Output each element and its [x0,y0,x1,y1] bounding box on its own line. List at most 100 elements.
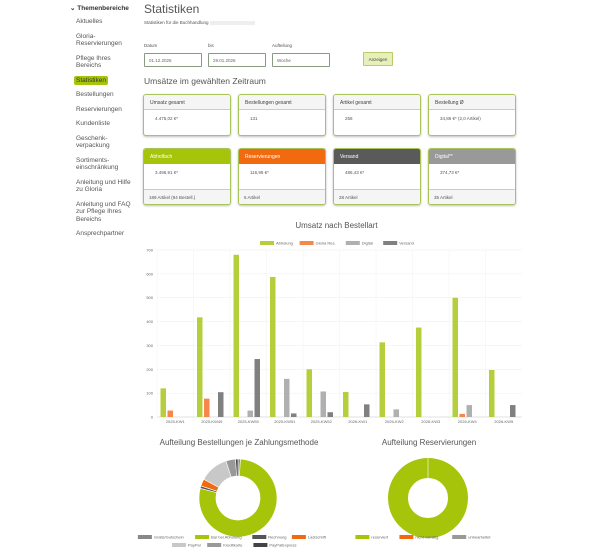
x-tick-label: 2025-KW1 [166,419,186,424]
sidebar-item[interactable]: Reservierungen [76,105,122,113]
card-title: Umsatz gesamt [144,95,230,110]
y-tick-label: 500 [146,295,153,300]
date-to-input[interactable] [208,53,266,67]
legend-label: Gratis/Gutschein [154,535,184,540]
card-value: 116,95 €* [250,170,269,175]
bar-abholung [160,388,166,417]
legend-label: Bar bei Abholung [211,535,241,540]
legend-swatch [137,535,152,539]
bar-versand [327,412,333,417]
card-value: 374,73 €* [440,170,460,175]
y-tick-label: 100 [146,391,153,396]
legend-swatch [207,543,222,547]
legend-label: unbearbeitet [468,535,491,540]
bar-abholung [233,254,239,417]
card-title: Artikel gesamt [334,95,420,110]
legend-label: Rechnung [268,535,286,540]
card-title: Bestellung Ø [429,95,515,110]
payment-chart-title: Aufteilung Bestellungen je Zahlungsmetho… [159,438,319,447]
section-title: Umsätze im gewählten Zeitraum [144,76,266,86]
date-from-input[interactable] [144,53,202,67]
legend-swatch [253,543,268,547]
y-tick-label: 200 [146,367,153,372]
legend-label: PayPal [188,543,201,548]
legend-label: Gloria Res. [316,241,336,246]
y-tick-label: 400 [146,319,153,324]
card-title: Versand [334,149,420,164]
bar-abholung [306,369,312,417]
bar-abholung [489,370,495,417]
sidebar-item[interactable]: Statistiken [74,75,108,85]
summary-card: Bestellung Ø 34,86 €* (2,0 Artikel) [428,94,516,136]
card-value: 3.496,91 €* [155,170,179,175]
card-footer: 189 Artikel (94 Bestell.) [144,189,230,204]
y-tick-label: 700 [146,248,153,253]
x-tick-label: 2025-KW49 [201,419,223,424]
card-value: 4.475,02 €* [155,116,179,121]
card-title: Digital** [429,149,515,164]
bar-abholung [270,276,276,417]
sidebar-item[interactable]: Anleitung und Hilfe zu Gloria [76,178,131,194]
sidebar-item[interactable]: Geschenk-verpackung [76,134,110,150]
card-title: Abholfach [144,149,230,164]
legend-swatch [172,543,186,547]
donut-slice [235,458,239,477]
bar-digital [320,391,326,417]
donut-slice [198,458,278,538]
card-footer: 28 Artikel [334,189,420,204]
sidebar-item[interactable]: Gloria-Reservierungen [76,32,122,48]
sidebar-item[interactable]: Sortiments-einschränkung [76,156,119,172]
summary-card: Umsatz gesamt 4.475,02 €* [143,94,231,136]
split-select[interactable] [272,53,330,67]
y-tick-label: 0 [151,415,154,420]
bar-chart-title: Umsatz nach Bestellart [295,221,378,230]
x-tick-label: 2026-KW3 [421,419,441,424]
sidebar-item[interactable]: Kundenliste [76,120,110,127]
x-tick-label: 2025-KW51 [274,419,296,424]
summary-card: Artikel gesamt 258 [333,94,421,136]
type-card: Digital** 374,73 €* 35 Artikel [428,148,516,205]
card-value: 34,86 €* (2,0 Artikel) [440,116,481,121]
legend-swatch [299,241,314,245]
sidebar: ⌄ Themenbereiche Aktuelles Gloria-Reservi… [68,4,138,244]
legend-label: Kreditkarte [223,543,243,548]
sidebar-item[interactable]: Ansprechpartner [76,230,125,237]
card-footer: 35 Artikel [429,189,515,204]
card-title: Bestellungen gesamt [239,95,325,110]
card-value: 131 [250,116,258,121]
bar-gloria-res- [459,413,465,417]
bar-abholung [379,342,385,417]
bar-versand [510,405,516,417]
sidebar-item[interactable]: Bestellungen [76,91,114,98]
x-tick-label: 2025-KW52 [311,419,333,424]
sidebar-heading[interactable]: ⌄ Themenbereiche [70,5,129,12]
legend-swatch [252,535,267,539]
bar-digital [466,405,472,417]
bar-abholung [416,327,422,417]
type-card: Reservierungen 116,95 €* 6 Artikel [238,148,326,205]
bar-versand [254,359,260,417]
show-button[interactable]: Anzeigen [363,52,393,66]
sidebar-item[interactable]: Aktuelles [76,18,103,25]
legend-swatch [195,535,210,539]
card-title: Reservierungen [239,149,325,164]
bar-versand [364,404,370,417]
bar-gloria-res- [204,398,210,417]
x-tick-label: 2026-KW4 [458,419,478,424]
legend-label: Versand [399,241,414,246]
split: Aufteilung [272,43,330,67]
legend-label: Abholung [276,241,293,246]
date-to: bis [208,43,266,67]
bar-digital [247,410,253,417]
sidebar-item[interactable]: Pflege Ihres Bereichs [76,54,111,70]
bar-abholung [197,317,203,417]
sidebar-item[interactable]: Anleitung und FAQ zur Pflege Ihres Berei… [76,200,131,223]
main-content: Statistiken Statistiken für die Buchhand… [143,0,529,447]
card-value: 258 [345,116,353,121]
legend-swatch [345,241,360,245]
x-tick-label: 2026-KW2 [385,419,405,424]
reservation-chart-title: Aufteilung Reservierungen [381,438,477,447]
page-title: Statistiken [144,2,200,16]
page-subtitle: Statistiken für die Buchhandlung [144,20,529,25]
